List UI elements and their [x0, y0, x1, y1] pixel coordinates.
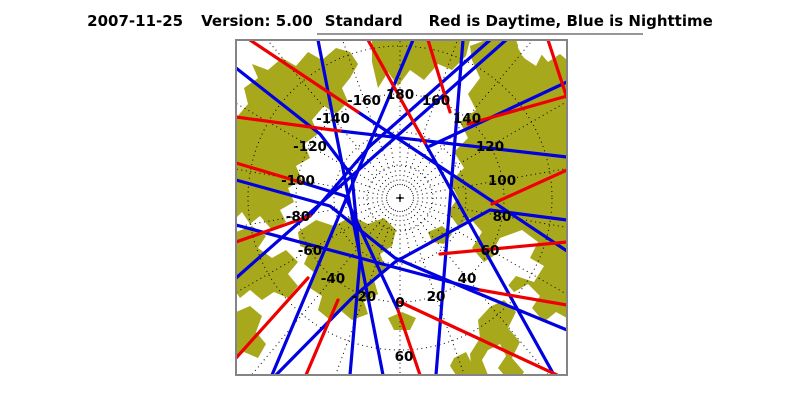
nighttime-track	[236, 223, 482, 292]
daytime-track	[396, 308, 422, 375]
longitude-label: -120	[293, 139, 327, 155]
daytime-track	[466, 94, 567, 126]
daytime-track	[478, 288, 567, 307]
meridian-ray	[401, 210, 411, 256]
land-polygon	[298, 216, 396, 320]
daytime-track	[236, 276, 310, 360]
meridian-ray	[406, 209, 430, 249]
daytime-track	[398, 300, 559, 375]
meridian-ray	[407, 40, 534, 189]
meridian-ray	[389, 210, 399, 256]
daytime-track	[490, 168, 567, 206]
daytime-track	[438, 240, 567, 256]
meridian-ray	[266, 40, 393, 189]
meridian-ray	[401, 140, 411, 186]
longitude-label: -160	[347, 93, 381, 109]
daytime-track	[248, 40, 360, 114]
longitude-label: 60	[481, 243, 500, 259]
meridian-ray	[407, 207, 550, 375]
land-polygon	[450, 352, 472, 375]
latitude-circle	[333, 131, 467, 265]
longitude-label: 100	[488, 173, 516, 189]
daytime-track	[546, 40, 567, 100]
daytime-track	[236, 161, 302, 184]
daytime-track	[426, 40, 452, 114]
daytime-track	[236, 115, 342, 133]
latitude-circle	[247, 45, 553, 351]
longitude-label: 80	[493, 209, 512, 225]
nighttime-track	[270, 40, 415, 375]
land-polygon	[236, 226, 298, 300]
title-date: 2007-11-25	[87, 12, 184, 30]
nighttime-track	[308, 40, 492, 218]
land-polygon	[466, 152, 512, 194]
meridian-ray	[406, 147, 430, 187]
nighttime-track	[338, 129, 567, 159]
longitude-label: -140	[316, 111, 350, 127]
longitude-label: -100	[281, 173, 315, 189]
latitude-label: 60	[395, 349, 414, 365]
meridian-ray	[389, 140, 399, 186]
land-polygon	[470, 300, 524, 375]
longitude-label: 160	[422, 93, 450, 109]
title-mode: Standard	[324, 12, 403, 30]
title-version: Version: 5.00	[201, 12, 313, 30]
pole-marker	[396, 194, 404, 202]
longitude-label: -80	[286, 209, 310, 225]
daytime-track	[304, 298, 340, 375]
pole-dot	[398, 196, 402, 200]
longitude-label: 20	[427, 289, 446, 305]
nighttime-track	[236, 66, 362, 375]
meridian-ray	[409, 205, 445, 236]
plot-title: 2007-11-25 Version: 5.00 Standard Red is Da…	[0, 12, 800, 30]
land-polygon	[236, 306, 266, 358]
map-frame	[235, 39, 568, 376]
longitude-label: -40	[321, 271, 345, 287]
title-underline	[317, 33, 643, 35]
nighttime-track	[423, 141, 556, 375]
map-content: 0 20 -20 40 -40 60 -60 80 -80 100 -100 120 -120 140 -1…	[236, 40, 567, 375]
daytime-track	[236, 214, 312, 244]
latitude-circle	[366, 164, 434, 232]
daytime-track	[366, 40, 427, 145]
longitude-label: 40	[458, 271, 477, 287]
title-legend: Red is Daytime, Blue is Nighttime	[428, 12, 713, 30]
nighttime-track	[298, 180, 400, 312]
longitude-label: 120	[476, 139, 504, 155]
longitude-label: -60	[298, 243, 322, 259]
sea-patch	[482, 344, 506, 375]
sea-patch	[518, 40, 556, 66]
nighttime-track	[356, 110, 567, 253]
nighttime-track	[236, 178, 567, 332]
longitude-label: 0	[395, 295, 404, 311]
longitude-label: 140	[453, 111, 481, 127]
longitude-label: 180	[386, 87, 414, 103]
meridian-ray	[250, 207, 393, 375]
longitude-label: -20	[352, 289, 376, 305]
